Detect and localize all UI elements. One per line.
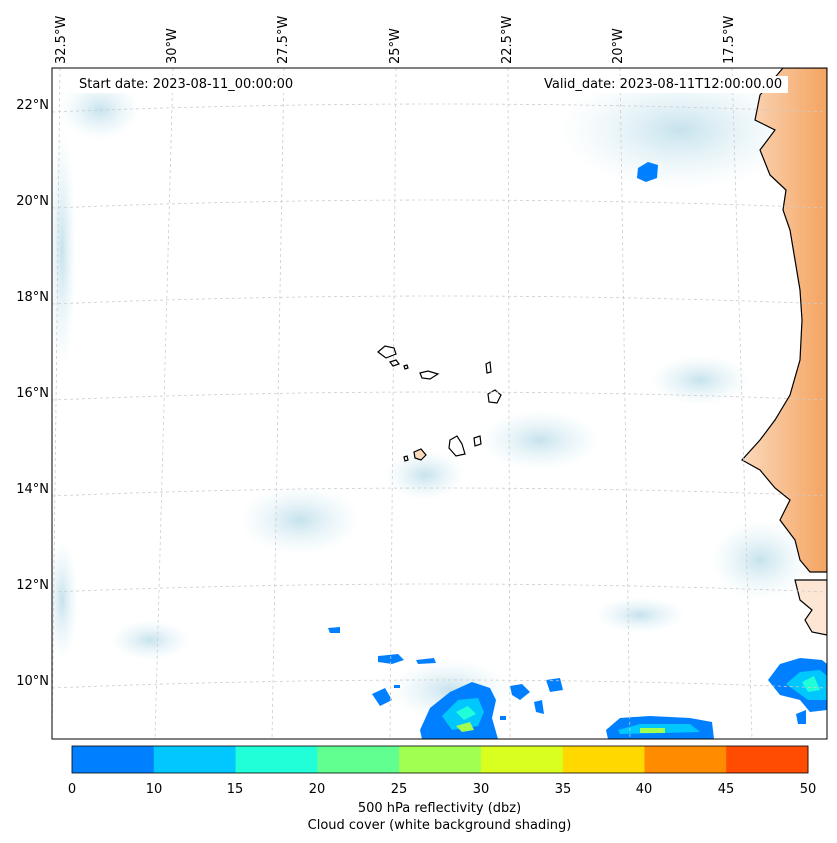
colorbar-tick: 0 [67, 782, 77, 797]
longitude-label: 17.5°W [722, 15, 737, 64]
latitude-label: 18°N [16, 290, 49, 305]
colorbar-tick: 15 [226, 782, 244, 797]
colorbar-sublabel: Cloud cover (white background shading) [307, 818, 572, 833]
colorbar [72, 746, 809, 773]
latitude-label: 10°N [16, 674, 49, 689]
colorbar-label: 500 hPa reflectivity (dbz) [357, 801, 522, 816]
latitude-label: 14°N [16, 482, 49, 497]
colorbar-tick: 50 [799, 782, 817, 797]
longitude-label: 30°W [165, 28, 180, 64]
longitude-label: 27.5°W [276, 15, 291, 64]
longitude-label: 25°W [388, 28, 403, 64]
colorbar-tick: 45 [717, 782, 735, 797]
colorbar-segment [562, 746, 645, 773]
map-frame [51, 67, 828, 740]
start-date-label: Start date: 2023-08-11_00:00:00 [73, 76, 300, 93]
cape-verde-islands [377, 345, 502, 462]
colorbar-segment [480, 746, 564, 773]
longitude-label: 20°W [611, 28, 626, 64]
colorbar-segment [317, 746, 400, 773]
longitude-label: 32.5°W [54, 15, 69, 64]
latitude-label: 20°N [16, 194, 49, 209]
longitude-label: 22.5°W [500, 15, 515, 64]
colorbar-segment [399, 746, 482, 773]
colorbar-frame [71, 745, 809, 774]
colorbar-tick: 25 [390, 782, 408, 797]
africa-land [741, 68, 827, 573]
africa-land-south [794, 579, 827, 636]
colorbar-segment [644, 746, 727, 773]
colorbar-tick: 40 [635, 782, 653, 797]
colorbar-segment [72, 746, 155, 773]
colorbar-tick: 30 [472, 782, 490, 797]
colorbar-tick: 10 [145, 782, 163, 797]
colorbar-segment [726, 746, 809, 773]
cloud-cover-layer [52, 70, 810, 720]
reflectivity-layer [328, 162, 827, 739]
colorbar-segment [153, 746, 237, 773]
valid-date-label: Valid_date: 2023-08-11T12:00:00.00 [538, 76, 789, 93]
latitude-label: 12°N [16, 578, 49, 593]
colorbar-segment [235, 746, 318, 773]
colorbar-tick: 20 [308, 782, 326, 797]
graticule [52, 68, 827, 739]
colorbar-tick: 35 [554, 782, 572, 797]
latitude-label: 22°N [16, 98, 49, 113]
latitude-label: 16°N [16, 386, 49, 401]
